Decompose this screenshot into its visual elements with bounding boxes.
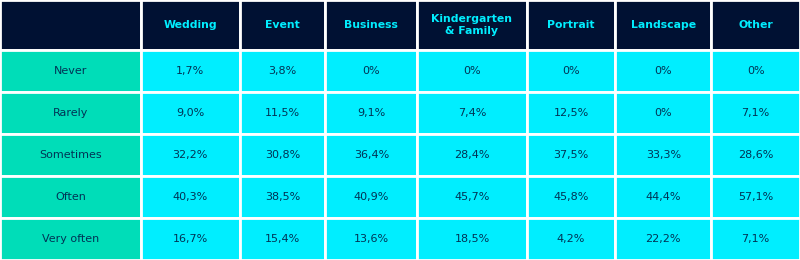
Text: 4,2%: 4,2% — [557, 234, 586, 244]
Text: 40,3%: 40,3% — [173, 192, 208, 202]
Text: 45,7%: 45,7% — [454, 192, 490, 202]
Bar — [240, 218, 326, 260]
Bar — [526, 92, 615, 134]
Bar — [141, 134, 240, 176]
Text: 0%: 0% — [362, 66, 380, 76]
Bar — [615, 50, 711, 92]
Text: 11,5%: 11,5% — [265, 108, 300, 118]
Text: 30,8%: 30,8% — [265, 150, 300, 160]
Text: 0%: 0% — [747, 66, 765, 76]
Text: 12,5%: 12,5% — [554, 108, 589, 118]
Bar — [615, 0, 711, 50]
Bar — [326, 50, 418, 92]
Bar — [141, 218, 240, 260]
Text: 18,5%: 18,5% — [454, 234, 490, 244]
Text: 7,1%: 7,1% — [742, 108, 770, 118]
Bar — [418, 92, 526, 134]
Bar — [0, 92, 141, 134]
Bar — [141, 0, 240, 50]
Bar — [0, 50, 141, 92]
Text: 32,2%: 32,2% — [173, 150, 208, 160]
Bar — [526, 0, 615, 50]
Text: 3,8%: 3,8% — [269, 66, 297, 76]
Text: 37,5%: 37,5% — [554, 150, 589, 160]
Bar — [526, 50, 615, 92]
Bar — [240, 92, 326, 134]
Bar — [711, 176, 800, 218]
Text: Landscape: Landscape — [631, 20, 696, 30]
Bar — [711, 0, 800, 50]
Bar — [0, 134, 141, 176]
Text: 33,3%: 33,3% — [646, 150, 681, 160]
Text: 22,2%: 22,2% — [646, 234, 681, 244]
Text: Wedding: Wedding — [163, 20, 217, 30]
Bar — [418, 218, 526, 260]
Bar — [326, 176, 418, 218]
Text: 44,4%: 44,4% — [646, 192, 681, 202]
Text: 0%: 0% — [654, 108, 672, 118]
Text: 36,4%: 36,4% — [354, 150, 389, 160]
Bar — [711, 50, 800, 92]
Text: 0%: 0% — [654, 66, 672, 76]
Text: Rarely: Rarely — [53, 108, 88, 118]
Text: Kindergarten
& Family: Kindergarten & Family — [431, 14, 513, 36]
Text: Portrait: Portrait — [547, 20, 595, 30]
Text: Never: Never — [54, 66, 87, 76]
Bar — [240, 50, 326, 92]
Text: 13,6%: 13,6% — [354, 234, 389, 244]
Bar — [326, 0, 418, 50]
Bar — [615, 92, 711, 134]
Text: Sometimes: Sometimes — [39, 150, 102, 160]
Text: 28,6%: 28,6% — [738, 150, 774, 160]
Bar — [711, 134, 800, 176]
Bar — [326, 134, 418, 176]
Text: Other: Other — [738, 20, 773, 30]
Bar — [526, 176, 615, 218]
Bar — [615, 134, 711, 176]
Text: 15,4%: 15,4% — [265, 234, 300, 244]
Text: Event: Event — [266, 20, 300, 30]
Bar — [711, 92, 800, 134]
Bar — [615, 218, 711, 260]
Bar — [141, 50, 240, 92]
Bar — [240, 0, 326, 50]
Text: 57,1%: 57,1% — [738, 192, 774, 202]
Bar — [141, 92, 240, 134]
Text: 45,8%: 45,8% — [554, 192, 589, 202]
Bar — [418, 50, 526, 92]
Text: 40,9%: 40,9% — [354, 192, 389, 202]
Text: 38,5%: 38,5% — [265, 192, 300, 202]
Bar — [418, 176, 526, 218]
Bar — [418, 0, 526, 50]
Text: 0%: 0% — [463, 66, 481, 76]
Text: 9,1%: 9,1% — [357, 108, 386, 118]
Bar — [326, 218, 418, 260]
Bar — [418, 134, 526, 176]
Text: 9,0%: 9,0% — [176, 108, 205, 118]
Text: 7,1%: 7,1% — [742, 234, 770, 244]
Bar — [240, 176, 326, 218]
Bar — [0, 218, 141, 260]
Text: Very often: Very often — [42, 234, 99, 244]
Text: 16,7%: 16,7% — [173, 234, 208, 244]
Text: 28,4%: 28,4% — [454, 150, 490, 160]
Bar — [0, 0, 141, 50]
Bar — [0, 176, 141, 218]
Text: 7,4%: 7,4% — [458, 108, 486, 118]
Bar — [526, 134, 615, 176]
Bar — [711, 218, 800, 260]
Bar — [615, 176, 711, 218]
Text: 0%: 0% — [562, 66, 580, 76]
Text: Often: Often — [55, 192, 86, 202]
Bar — [141, 176, 240, 218]
Bar — [526, 218, 615, 260]
Bar — [326, 92, 418, 134]
Text: 1,7%: 1,7% — [176, 66, 205, 76]
Bar — [240, 134, 326, 176]
Text: Business: Business — [344, 20, 398, 30]
